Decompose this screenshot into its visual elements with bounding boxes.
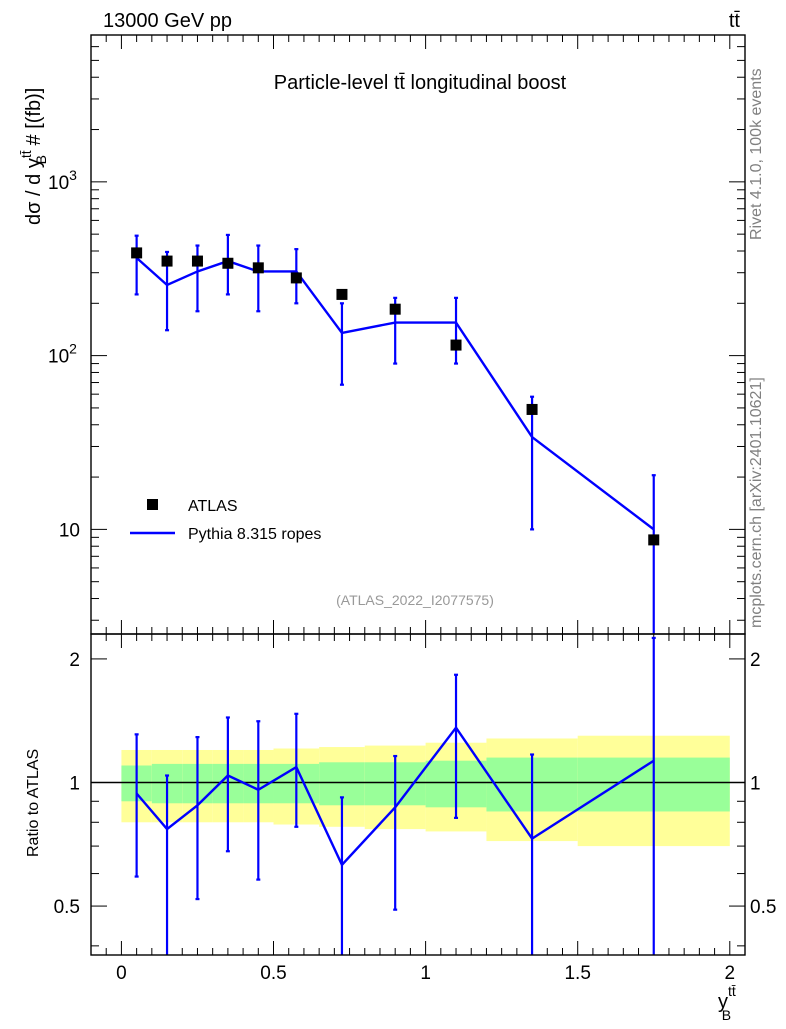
axis-ticks: 0 0.5 1 1.5 2 10 102 103 0.5 0.5 1 1 2 2 [48, 34, 776, 984]
y-tick-label: 10 [59, 520, 80, 541]
x-tick-label: 0 [116, 963, 127, 984]
x-tick-label: 0.5 [260, 963, 286, 984]
ratio-tick-label-left: 1 [69, 773, 80, 794]
atlas-data-point [252, 262, 264, 274]
atlas-data-point [161, 255, 173, 267]
mcplots-label: mcplots.cern.ch [arXiv:2401.10621] [748, 377, 765, 628]
x-tick-label: 1.5 [564, 963, 590, 984]
data-marks [131, 233, 660, 955]
atlas-data-point [450, 339, 462, 351]
atlas-data-point [290, 272, 302, 284]
legend-label-pythia: Pythia 8.315 ropes [188, 526, 321, 543]
analysis-reference: (ATLAS_2022_I2077575) [336, 592, 494, 608]
ratio-panel-frame [90, 633, 746, 956]
legend: ATLAS Pythia 8.315 ropes [130, 498, 321, 543]
y-axis-label: dσ / d ytt̄B # [(fb)] [18, 88, 49, 225]
ratio-tick-label-right: 1 [750, 773, 761, 794]
y-tick-label: 103 [48, 167, 77, 194]
process-label: 13000 GeV pp [103, 10, 232, 32]
legend-marker-atlas [147, 499, 158, 510]
ratio-tick-label-left: 2 [69, 650, 80, 671]
atlas-data-point [191, 255, 203, 267]
atlas-data-point [389, 303, 401, 315]
atlas-data-point [526, 403, 538, 415]
legend-label-atlas: ATLAS [188, 498, 238, 515]
x-tick-label: 1 [420, 963, 431, 984]
atlas-data-point [336, 288, 348, 300]
panel-frames [90, 34, 746, 956]
ratio-tick-label-right: 0.5 [750, 897, 776, 918]
ratio-tick-label-left: 0.5 [54, 897, 80, 918]
y-tick-label: 102 [48, 341, 77, 368]
observable-label: tt̄ [729, 10, 741, 32]
x-axis-label: ytt̄ B [718, 983, 736, 1023]
atlas-data-point [222, 257, 234, 269]
ratio-axis-label: Ratio to ATLAS [25, 749, 42, 857]
atlas-data-point [131, 247, 143, 259]
chart-title: Particle-level tt̄ longitudinal boost [274, 72, 567, 94]
x-tick-label: 2 [725, 963, 736, 984]
main-panel-frame [90, 34, 746, 635]
rivet-label: Rivet 4.1.0, 100k events [748, 68, 765, 240]
atlas-data-point [648, 534, 660, 546]
ratio-tick-label-right: 2 [750, 650, 761, 671]
